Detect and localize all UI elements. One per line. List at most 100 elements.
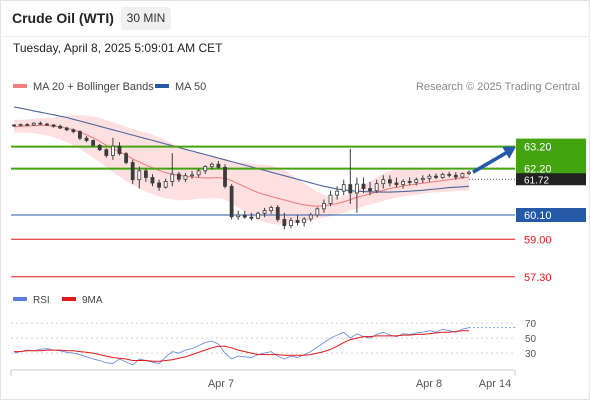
candle-body — [302, 218, 307, 223]
forecast-arrow-head — [502, 146, 516, 159]
level-price-box — [516, 207, 586, 222]
candle-body — [203, 166, 208, 172]
candle-body — [124, 153, 129, 163]
candle-body — [328, 194, 333, 204]
rsi-tick-label: 70 — [525, 319, 537, 330]
rsi-ma-legend-label: 9MA — [82, 295, 103, 306]
rsi-legend-swatch — [13, 297, 27, 301]
candle-body — [269, 207, 274, 211]
candle-body — [183, 175, 188, 180]
level-price-label: 59.00 — [524, 234, 552, 246]
candle-body — [236, 214, 241, 218]
candle-body — [354, 183, 359, 194]
candle-body — [434, 175, 438, 178]
candle-body — [308, 214, 313, 220]
ma50-line — [13, 106, 470, 193]
candle-body — [262, 210, 267, 214]
datetime-label: Tuesday, April 8, 2025 5:09:01 AM CET — [13, 41, 223, 55]
candle-body — [130, 162, 135, 181]
candle-body — [447, 174, 452, 176]
x-tick-label: Apr 14 — [479, 378, 511, 390]
candle-body — [368, 188, 372, 192]
candle-body — [420, 177, 425, 181]
candle-body — [401, 181, 405, 185]
candle-body — [256, 212, 260, 219]
bollinger-band — [14, 115, 469, 225]
candle-body — [117, 145, 122, 155]
ma50-legend-label: MA 50 — [175, 81, 206, 93]
candle-body — [163, 181, 168, 188]
candle-body — [216, 163, 221, 168]
candle-body — [460, 173, 465, 178]
rsi-panel: 70 50 30 — [11, 319, 537, 366]
candle-body — [361, 183, 366, 189]
x-tick-label: Apr 8 — [416, 378, 442, 390]
header-bar: Crude Oil (WTI) 30 MIN — [0, 0, 590, 37]
copyright-label: Research © 2025 Trading Central — [416, 81, 580, 93]
candle-body — [38, 122, 43, 125]
candle-body — [51, 124, 56, 127]
rsi-tick-label: 30 — [525, 349, 537, 360]
rsi-tick-label: 50 — [525, 334, 537, 345]
candle-body — [176, 173, 181, 180]
level-price-label: 57.30 — [524, 272, 552, 284]
candle-body — [157, 182, 161, 188]
candle-body — [348, 184, 353, 194]
candle-body — [71, 129, 76, 133]
candle-body — [45, 123, 49, 126]
candle-body — [282, 219, 287, 226]
candle-body — [275, 207, 280, 220]
candle-body — [414, 179, 419, 183]
candle-body — [150, 177, 155, 184]
candle-body — [31, 122, 36, 126]
candle-body — [427, 175, 432, 179]
candle-body — [170, 173, 175, 182]
candle-body — [190, 174, 194, 177]
candle-body — [335, 190, 340, 196]
candle-body — [394, 182, 399, 185]
level-price-label: 60.10 — [524, 210, 552, 222]
ma50-legend-swatch — [155, 84, 169, 88]
candle-body — [137, 170, 142, 181]
last-price-label: 61.72 — [524, 175, 549, 186]
level-price-label: 62.20 — [524, 164, 552, 176]
candle-body — [295, 220, 300, 223]
forecast-arrow-shaft — [472, 149, 511, 174]
candle-body — [440, 174, 445, 178]
candle-body — [25, 124, 30, 126]
candle-body — [196, 170, 201, 176]
level-price-box — [516, 161, 586, 176]
candle-body — [374, 183, 379, 192]
rsi-ma-line — [14, 330, 469, 362]
candle-body — [18, 124, 23, 126]
candle-body — [91, 140, 96, 146]
candle-body — [97, 144, 102, 151]
ma20-line — [13, 124, 470, 207]
ma20-legend-swatch — [13, 84, 27, 88]
candle-body — [209, 163, 214, 167]
price-panel: 63.20 62.20 60.10 59.00 57.30 61.72 — [11, 106, 586, 284]
timeframe-button[interactable]: 30 MIN — [121, 7, 171, 30]
ma20-legend-label: MA 20 + Bollinger Bands — [33, 81, 154, 93]
candle-body — [242, 214, 247, 218]
candle-body — [322, 203, 326, 210]
candle-body — [143, 170, 148, 178]
candle-body — [467, 171, 471, 174]
instrument-title: Crude Oil (WTI) — [12, 10, 114, 26]
level-price-label: 63.20 — [524, 142, 552, 154]
candle-body — [341, 184, 346, 192]
rsi-ma-legend-swatch — [62, 297, 76, 301]
candle-body — [64, 127, 69, 131]
candle-body — [223, 166, 227, 187]
candle-body — [229, 185, 234, 218]
candle-body — [249, 216, 254, 219]
candle-body — [381, 179, 386, 185]
candle-body — [58, 125, 63, 129]
candle-body — [111, 145, 115, 156]
candle-body — [12, 124, 16, 127]
candle-body — [78, 131, 82, 139]
last-price-box — [516, 173, 586, 186]
candle-body — [407, 181, 412, 183]
x-tick-label: Apr 7 — [208, 378, 234, 390]
